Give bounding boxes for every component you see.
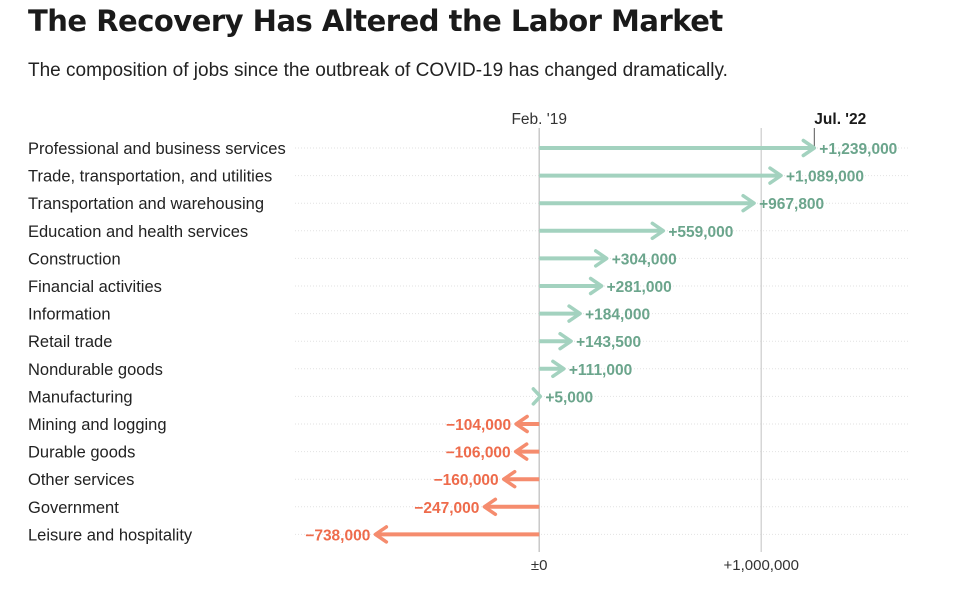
value-label: −104,000 [446, 417, 511, 434]
arrowhead [801, 138, 817, 158]
value-label: +1,239,000 [819, 141, 897, 158]
bar-row: Manufacturing +5,000 [28, 387, 593, 406]
arrowhead [593, 249, 609, 268]
value-label: +967,800 [759, 196, 824, 213]
value-label: +184,000 [585, 307, 650, 324]
category-label: Transportation and warehousing [28, 195, 264, 213]
arrowhead [558, 331, 573, 351]
value-label: +559,000 [668, 224, 733, 241]
arrowhead [741, 193, 756, 213]
bar-row: Professional and business services +1,239… [28, 138, 897, 158]
category-label: Durable goods [28, 444, 135, 462]
chart-subtitle: The composition of jobs since the outbre… [28, 60, 728, 81]
bar-row: Construction +304,000 [28, 249, 677, 268]
arrowhead [551, 359, 566, 379]
arrowhead [531, 387, 543, 406]
arrowhead [513, 442, 529, 461]
category-label: Government [28, 499, 119, 517]
bar-row: Education and health services +559,000 [28, 221, 733, 241]
bar-row: Leisure and hospitality −738,000 [28, 525, 540, 544]
value-label: +111,000 [569, 362, 632, 379]
bar-row: Nondurable goods +111,000 [28, 359, 632, 379]
value-label: +304,000 [612, 251, 677, 268]
end-date-label: Jul. '22 [814, 111, 866, 128]
category-label: Retail trade [28, 333, 112, 351]
category-label: Financial activities [28, 278, 162, 296]
bar-row: Durable goods −106,000 [28, 442, 540, 462]
value-label: −247,000 [414, 500, 479, 517]
category-label: Manufacturing [28, 388, 133, 406]
row-guide-lines [295, 147, 910, 535]
bar-row: Transportation and warehousing +967,800 [28, 193, 824, 213]
bar-row: Other services −160,000 [28, 469, 540, 489]
chart-title: The Recovery Has Altered the Labor Marke… [28, 4, 723, 38]
arrowhead [588, 276, 604, 296]
bar-row: Information +184,000 [28, 304, 650, 324]
category-label: Leisure and hospitality [28, 526, 193, 544]
x-tick-label: ±0 [531, 557, 548, 574]
category-label: Construction [28, 250, 121, 268]
value-label: +1,089,000 [786, 169, 864, 186]
arrowhead [482, 497, 498, 517]
arrowhead [567, 304, 582, 323]
arrowhead [373, 525, 389, 544]
value-label: −160,000 [434, 472, 499, 489]
category-label: Professional and business services [28, 140, 286, 158]
bar-row: Government −247,000 [28, 497, 540, 517]
bar-row: Financial activities +281,000 [28, 276, 672, 296]
bar-row: Trade, transportation, and utilities +1,0… [28, 166, 864, 186]
arrowhead [501, 469, 517, 489]
category-label: Other services [28, 471, 134, 489]
arrowhead [768, 166, 783, 185]
x-axis-ticks: ±0 +1,000,000 [531, 557, 799, 574]
x-tick-label: +1,000,000 [723, 557, 799, 574]
chart-rows: Professional and business services +1,239… [28, 138, 897, 544]
value-label: +143,500 [576, 334, 641, 351]
arrowhead [514, 414, 529, 434]
category-label: Nondurable goods [28, 361, 163, 379]
start-date-label: Feb. '19 [511, 111, 567, 128]
value-label: −738,000 [305, 527, 370, 544]
value-label: +281,000 [607, 279, 672, 296]
category-label: Information [28, 306, 111, 324]
category-label: Trade, transportation, and utilities [28, 168, 272, 186]
bar-row: Retail trade +143,500 [28, 331, 641, 351]
value-label: +5,000 [545, 389, 593, 406]
value-label: −106,000 [446, 445, 511, 462]
bar-row: Mining and logging −104,000 [28, 414, 540, 434]
category-label: Mining and logging [28, 416, 167, 434]
arrowhead [650, 221, 666, 241]
category-label: Education and health services [28, 223, 248, 241]
